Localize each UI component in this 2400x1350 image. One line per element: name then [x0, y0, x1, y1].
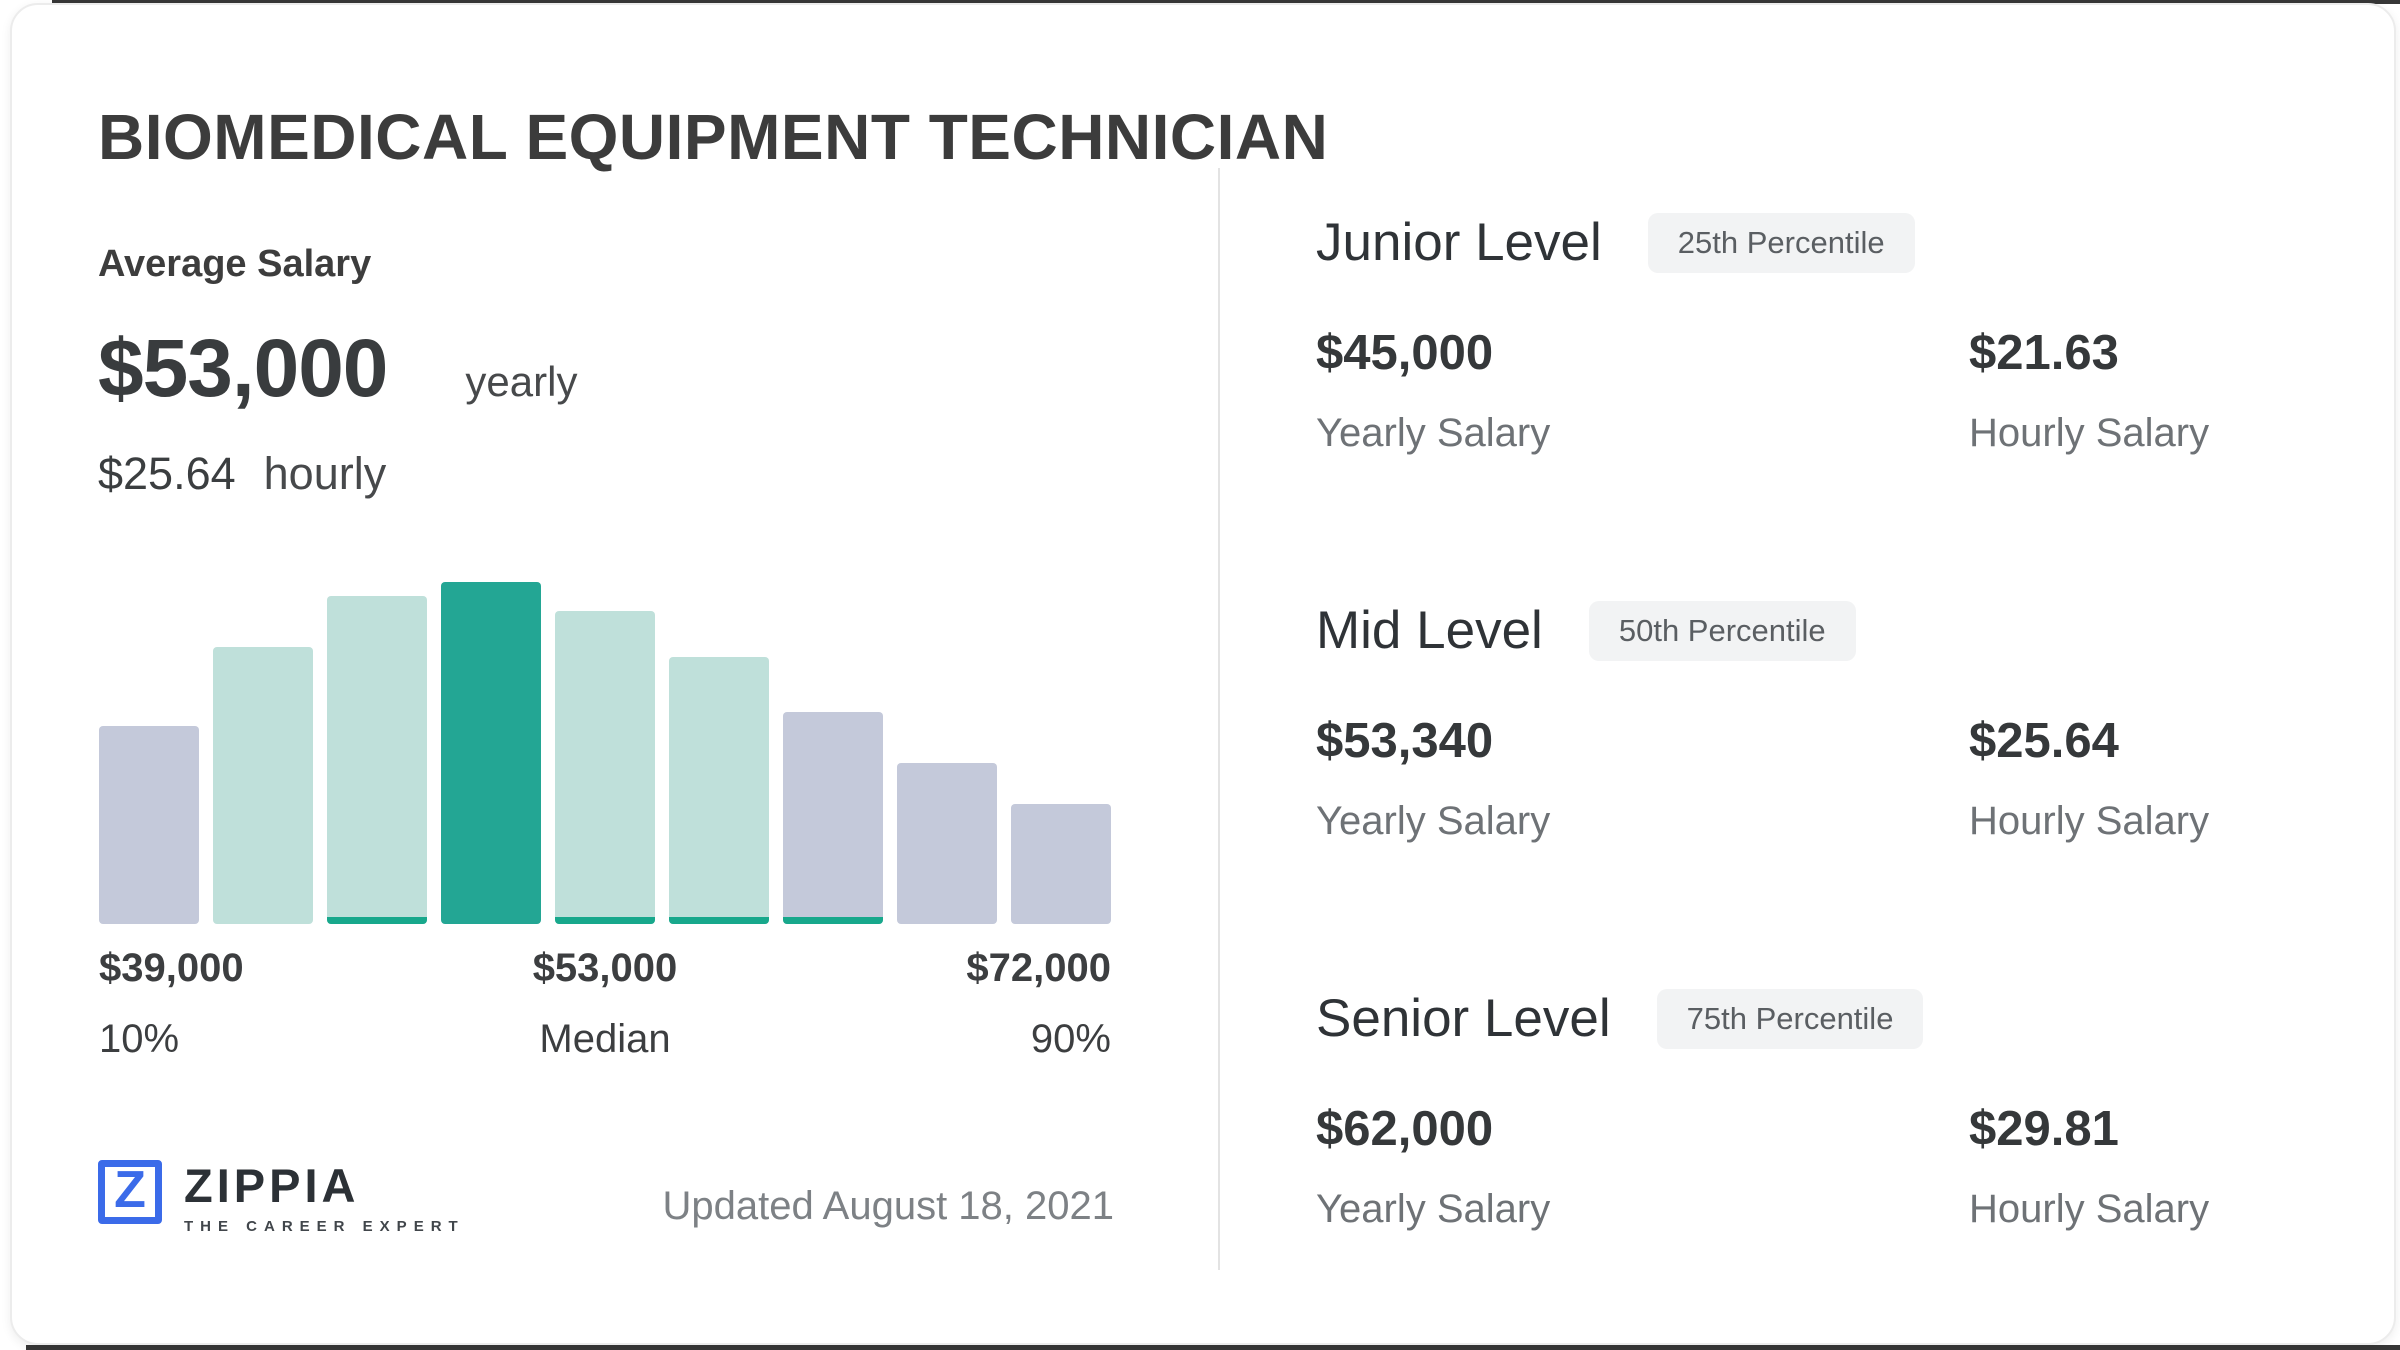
level-block-mid: Mid Level 50th Percentile $53,340 Yearly… [1316, 600, 2326, 844]
histogram-bar [669, 657, 769, 924]
yearly-column: $53,340 Yearly Salary [1316, 713, 1969, 844]
histogram [99, 582, 1111, 924]
zippia-logo-text-block: ZIPPIA THE CAREER EXPERT [184, 1162, 465, 1235]
yearly-salary-value: $62,000 [1316, 1102, 1494, 1156]
yearly-salary-value: $53,340 [1316, 714, 1494, 768]
average-hourly-row: $25.64 hourly [98, 448, 386, 500]
level-name: Mid Level [1316, 601, 1543, 660]
level-header: Junior Level 25th Percentile [1316, 212, 2326, 273]
annotation-median: $53,000 Median [436, 946, 773, 1062]
annotation-value: $72,000 [966, 946, 1111, 990]
level-values: $53,340 Yearly Salary $25.64 Hourly Sala… [1316, 713, 2326, 844]
histogram-bar [783, 712, 883, 924]
histogram-bar-accent-strip [327, 917, 427, 924]
zippia-logo-wordmark: ZIPPIA [184, 1159, 360, 1212]
level-block-junior: Junior Level 25th Percentile $45,000 Yea… [1316, 212, 2326, 456]
hourly-column: $25.64 Hourly Salary [1969, 713, 2326, 844]
histogram-bar [897, 763, 997, 924]
average-hourly-value: $25.64 [98, 448, 236, 499]
zippia-logo-tagline: THE CAREER EXPERT [184, 1218, 465, 1235]
level-values: $45,000 Yearly Salary $21.63 Hourly Sala… [1316, 325, 2326, 456]
average-yearly-row: $53,000 yearly [98, 322, 577, 416]
histogram-bar [213, 647, 313, 924]
annotation-value: $39,000 [99, 946, 244, 990]
annotation-value: $53,000 [532, 946, 678, 990]
histogram-bar-accent-strip [783, 917, 883, 924]
histogram-bar [99, 726, 199, 924]
histogram-bar [441, 582, 541, 924]
annotation-10th-percentile: $39,000 10% [99, 946, 436, 1062]
yearly-salary-label: Yearly Salary [1316, 1187, 1551, 1231]
annotation-label: 10% [99, 1017, 180, 1061]
percentile-badge: 25th Percentile [1647, 212, 1915, 273]
histogram-bar [1011, 804, 1111, 924]
histogram-bar-accent-strip [669, 917, 769, 924]
zippia-z-glyph: Z [114, 1160, 146, 1219]
annotation-90th-percentile: $72,000 90% [774, 946, 1111, 1062]
level-header: Senior Level 75th Percentile [1316, 988, 2326, 1049]
hourly-salary-value: $29.81 [1969, 1102, 2119, 1156]
yearly-salary-label: Yearly Salary [1316, 799, 1551, 843]
percentile-badge: 50th Percentile [1588, 600, 1856, 661]
average-salary-label: Average Salary [98, 243, 372, 285]
hourly-salary-label: Hourly Salary [1969, 1187, 2210, 1231]
hourly-salary-value: $25.64 [1969, 714, 2119, 768]
yearly-salary-value: $45,000 [1316, 326, 1494, 380]
hourly-column: $21.63 Hourly Salary [1969, 325, 2326, 456]
bottom-edge-line [26, 1345, 2400, 1350]
level-name: Junior Level [1316, 213, 1602, 272]
annotation-label: Median [539, 1017, 671, 1061]
level-name: Senior Level [1316, 989, 1611, 1048]
updated-date: Updated August 18, 2021 [662, 1184, 1114, 1228]
histogram-bar-accent-strip [555, 917, 655, 924]
yearly-column: $62,000 Yearly Salary [1316, 1101, 1969, 1232]
level-values: $62,000 Yearly Salary $29.81 Hourly Sala… [1316, 1101, 2326, 1232]
zippia-logo-icon: Z [98, 1160, 162, 1224]
histogram-bar [327, 596, 427, 924]
yearly-salary-label: Yearly Salary [1316, 411, 1551, 455]
top-edge-line [52, 0, 2400, 4]
percentile-badge: 75th Percentile [1656, 988, 1924, 1049]
level-block-senior: Senior Level 75th Percentile $62,000 Yea… [1316, 988, 2326, 1232]
level-header: Mid Level 50th Percentile [1316, 600, 2326, 661]
histogram-annotations: $39,000 10% $53,000 Median $72,000 90% [99, 946, 1111, 1062]
annotation-label: 90% [1030, 1017, 1111, 1061]
yearly-column: $45,000 Yearly Salary [1316, 325, 1969, 456]
hourly-salary-value: $21.63 [1969, 326, 2119, 380]
hourly-salary-label: Hourly Salary [1969, 411, 2210, 455]
histogram-bar [555, 611, 655, 924]
average-hourly-unit: hourly [263, 448, 387, 499]
zippia-logo: Z ZIPPIA THE CAREER EXPERT [98, 1160, 465, 1235]
average-yearly-value: $53,000 [98, 323, 388, 414]
hourly-salary-label: Hourly Salary [1969, 799, 2210, 843]
average-yearly-unit: yearly [465, 358, 578, 405]
vertical-divider [1218, 168, 1220, 1270]
hourly-column: $29.81 Hourly Salary [1969, 1101, 2326, 1232]
page-title: BIOMEDICAL EQUIPMENT TECHNICIAN [98, 101, 1329, 173]
